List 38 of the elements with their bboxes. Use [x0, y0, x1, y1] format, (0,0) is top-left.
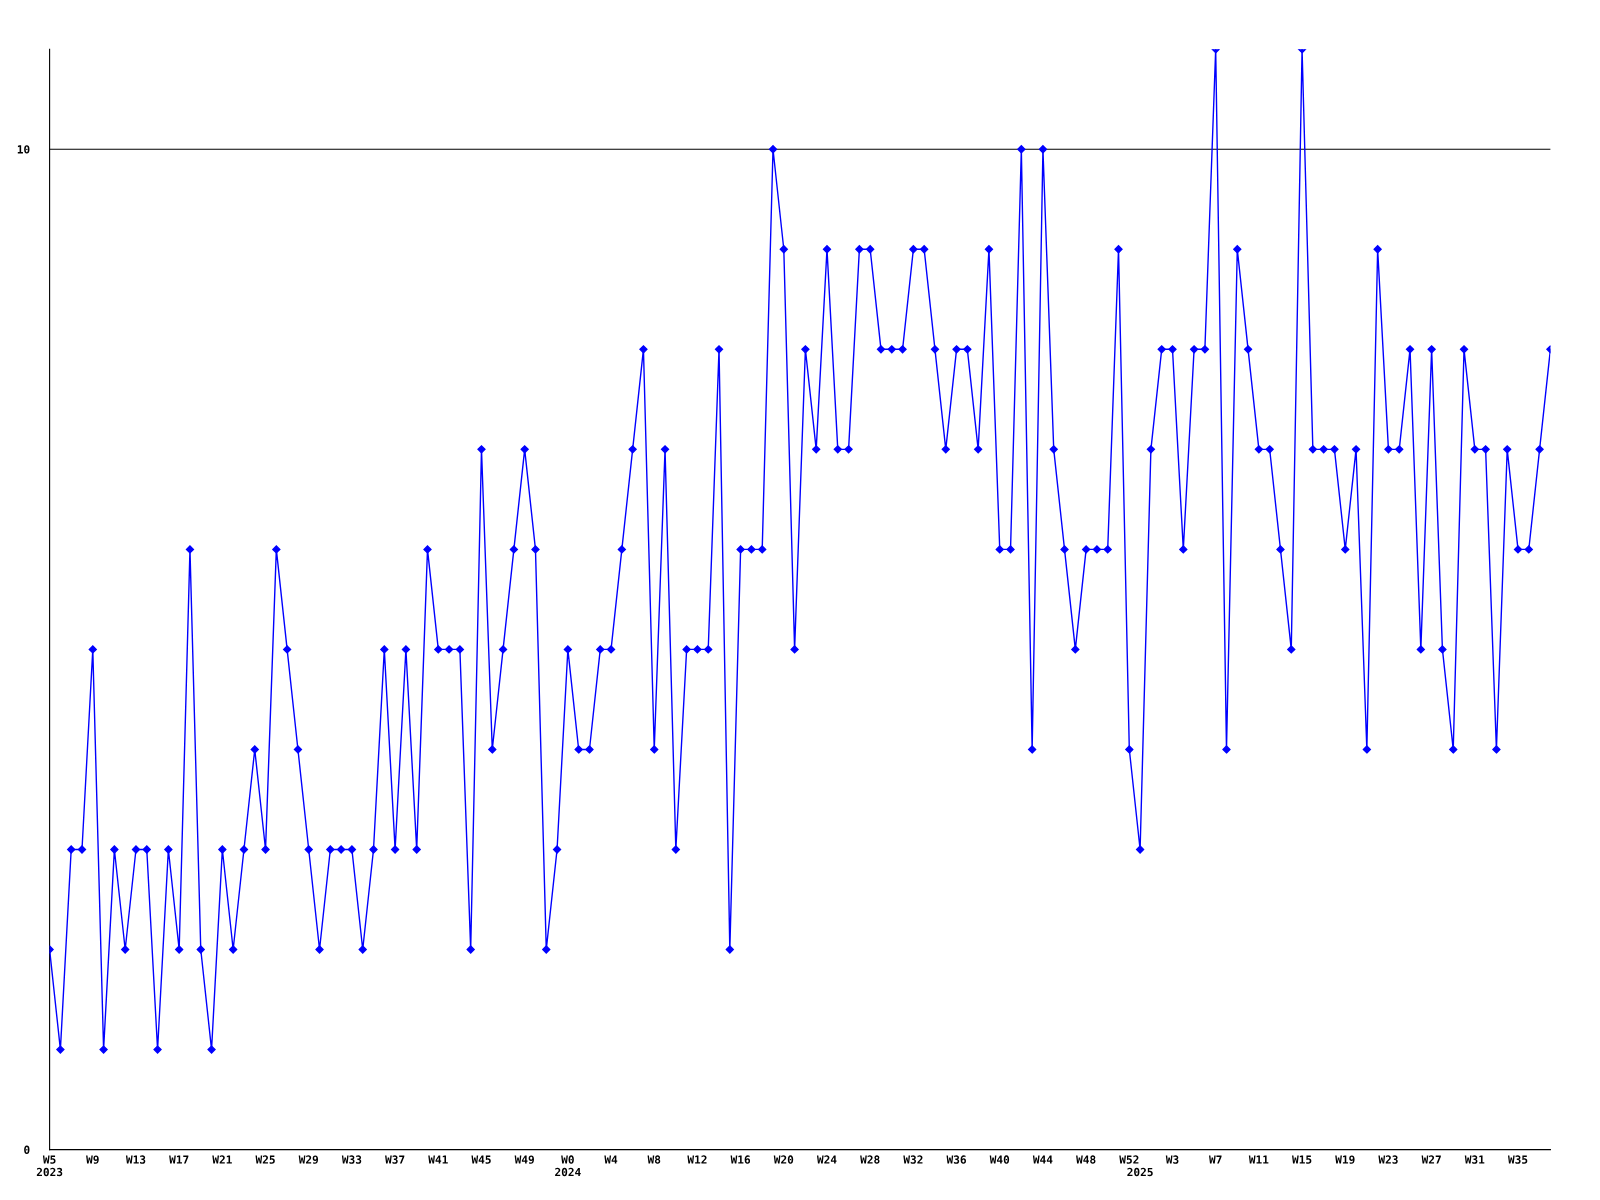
x-tick-label: W36 [946, 1155, 966, 1164]
x-tick-label: W5 2023 [36, 1155, 63, 1177]
x-tick-label: W25 [255, 1155, 275, 1164]
x-tick-label: W44 [1032, 1155, 1053, 1164]
y-tick-label: 10 [17, 145, 30, 154]
x-tick-label: W40 [989, 1155, 1010, 1164]
x-tick-label: W49 [514, 1155, 534, 1164]
x-tick-label: W23 [1378, 1155, 1398, 1164]
x-tick-label: W21 [212, 1155, 232, 1164]
x-tick-label: W12 [687, 1155, 707, 1164]
x-tick-label: W37 [385, 1155, 405, 1164]
x-tick-label: W31 [1464, 1155, 1485, 1164]
x-tick-label: W52 [1119, 1155, 1139, 1164]
x-tick-label: W13 [125, 1155, 146, 1164]
x-tick-label: W41 [428, 1155, 448, 1164]
x-tick-label: W11 [1248, 1155, 1269, 1164]
x-tick-label: W16 [730, 1155, 751, 1164]
x-tick-label: W20 [773, 1155, 794, 1164]
x-tick-label: W24 [816, 1155, 837, 1164]
x-tick-label: W28 [860, 1155, 880, 1164]
x-tick-label: W27 [1421, 1155, 1441, 1164]
x-tick-label: W8 [647, 1155, 661, 1164]
x-tick-label: W32 [903, 1155, 923, 1164]
x-tick-label: W48 [1076, 1155, 1096, 1164]
x-tick-label: W3 [1165, 1155, 1179, 1164]
x-tick-label: W15 [1292, 1155, 1312, 1164]
x-tick-label: W0 2024 [555, 1155, 581, 1177]
x-tick-label: 2025 [1127, 1167, 1153, 1177]
x-tick-label: W7 [1209, 1155, 1222, 1164]
y-tick-label: 0 [24, 1145, 30, 1154]
x-tick-label: W35 [1507, 1155, 1528, 1164]
x-tick-label: W19 [1335, 1155, 1355, 1164]
x-tick-label: W9 [86, 1155, 99, 1164]
x-tick-label: W29 [298, 1155, 319, 1164]
x-tick-label: W17 [169, 1155, 189, 1164]
x-tick-label: W4 [604, 1155, 618, 1164]
x-tick-label: W45 [471, 1155, 491, 1164]
x-tick-label: W33 [341, 1155, 362, 1164]
